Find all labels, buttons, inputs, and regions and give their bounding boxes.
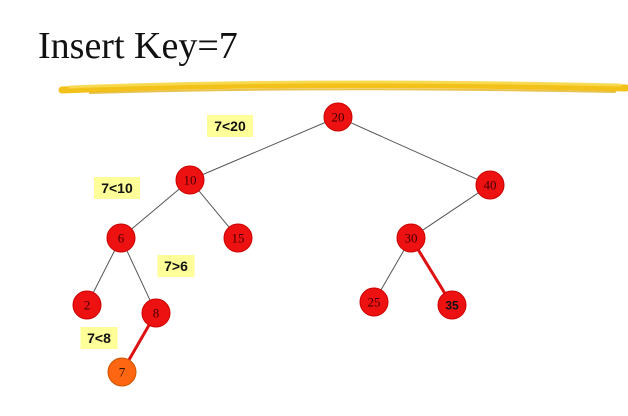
edge-20-10 [202,122,326,175]
edge-8-7 [127,324,151,361]
tree-node-key: 15 [232,231,245,246]
tree-node-circle [72,290,102,320]
tree-node-circle [437,290,467,320]
tree-node-2: 2 [72,290,102,320]
tree-node-40: 40 [475,170,505,200]
tree-node-key: 8 [153,306,160,321]
comparison-label: 7>6 [157,255,195,277]
slide-title: Insert Key=7 [38,25,238,67]
tree-node-circle [323,102,353,132]
edge-20-40 [350,122,478,180]
title-underline [58,80,628,94]
tree-node-30: 30 [396,223,426,253]
tree-node-key: 35 [445,299,459,313]
tree-node-key: 2 [84,298,91,313]
comparison-labels-layer: 7<20 7<10 7>6 7<8 [80,115,253,349]
tree-node-key: 20 [332,110,345,125]
comparison-label-bg [207,115,253,137]
edge-6-2 [92,250,116,293]
tree-node-circle [223,223,253,253]
underline-stroke-shadow [89,88,616,94]
tree-node-8: 8 [141,298,171,328]
tree-node-circle [175,165,205,195]
tree-node-key: 30 [405,231,418,246]
tree-node-key: 6 [118,231,125,246]
tree-node-key: 40 [484,178,497,193]
comparison-label: 7<20 [207,115,253,137]
tree-node-6: 6 [106,223,136,253]
nodes-layer: 20 10 40 6 15 30 2 8 25 35 7 [72,102,505,387]
edge-10-15 [198,190,230,228]
tree-node-circle [475,170,505,200]
edge-40-30 [422,192,479,231]
tree-node-circle [359,287,389,317]
tree-node-10: 10 [175,165,205,195]
tree-node-circle [106,223,136,253]
comparison-label: 7<10 [94,177,140,199]
edge-10-6 [131,188,180,230]
tree-node-circle [141,298,171,328]
comparison-label-bg [80,327,118,349]
edge-6-8 [126,250,151,301]
tree-node-key: 25 [368,295,381,310]
tree-node-7: 7 [107,357,137,387]
comparison-label-bg [94,177,140,199]
tree-node-key: 10 [184,173,197,188]
edges-layer [92,122,479,361]
tree-node-15: 15 [223,223,253,253]
tree-node-35: 35 [437,290,467,320]
comparison-label-text: 7<20 [214,118,246,134]
comparison-label-text: 7<10 [101,180,133,196]
underline-stroke-highlight [68,80,622,89]
tree-node-circle [107,357,137,387]
tree-node-key: 7 [119,365,126,380]
tree-node-circle [396,223,426,253]
edge-30-25 [380,249,405,291]
tree-node-25: 25 [359,287,389,317]
tree-node-20: 20 [323,102,353,132]
edge-30-35 [417,249,446,294]
comparison-label-bg [157,255,195,277]
comparison-label-text: 7<8 [87,330,111,346]
comparison-label: 7<8 [80,327,118,349]
underline-stroke-main [58,80,628,94]
comparison-label-text: 7>6 [164,258,188,274]
